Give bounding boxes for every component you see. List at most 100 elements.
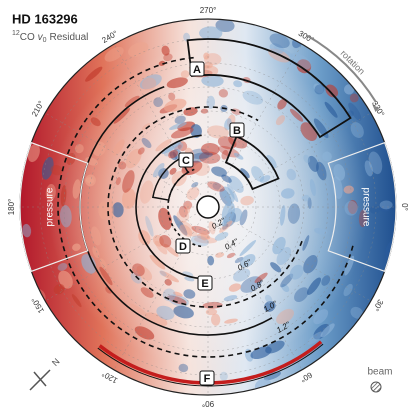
map-texture bbox=[215, 252, 225, 258]
rotation-arrow bbox=[306, 34, 377, 103]
map-texture bbox=[173, 215, 188, 236]
ring-arc bbox=[57, 56, 354, 358]
map-texture bbox=[369, 205, 380, 214]
region-label: C bbox=[182, 155, 190, 167]
map-texture bbox=[348, 102, 362, 121]
region-label-box bbox=[229, 122, 245, 138]
angle-label: 90° bbox=[202, 399, 214, 408]
north-label: N bbox=[50, 356, 62, 368]
map-texture bbox=[193, 236, 218, 244]
map-texture bbox=[136, 265, 153, 281]
grid-spoke bbox=[45, 213, 197, 302]
map-texture bbox=[221, 201, 235, 224]
map-texture bbox=[277, 98, 287, 110]
map-texture bbox=[179, 224, 193, 237]
map-texture bbox=[141, 137, 152, 148]
map-texture bbox=[314, 227, 328, 235]
map-texture bbox=[309, 178, 316, 197]
map-texture bbox=[266, 155, 277, 169]
map-texture bbox=[264, 301, 276, 312]
map-texture bbox=[269, 33, 290, 49]
ring-arc bbox=[135, 134, 202, 280]
map-texture bbox=[132, 263, 145, 277]
map-texture bbox=[281, 283, 290, 293]
map-texture bbox=[223, 295, 238, 302]
map-texture bbox=[178, 363, 189, 373]
map-texture bbox=[122, 188, 136, 209]
map-texture bbox=[363, 202, 368, 212]
sector-box bbox=[186, 38, 352, 139]
region-label-box bbox=[178, 152, 194, 168]
map-texture bbox=[265, 340, 285, 354]
star-mask bbox=[196, 195, 220, 219]
map-texture bbox=[104, 46, 124, 62]
pressure-label: pressure bbox=[45, 187, 56, 226]
map-texture bbox=[142, 123, 151, 130]
pressure-box bbox=[327, 141, 397, 273]
map-texture bbox=[159, 270, 167, 277]
map-texture bbox=[286, 168, 297, 181]
map-texture bbox=[240, 195, 254, 206]
map-texture bbox=[72, 179, 81, 199]
map-texture bbox=[168, 92, 176, 101]
grid-spoke bbox=[219, 213, 371, 302]
map-texture bbox=[221, 220, 227, 227]
map-texture bbox=[145, 215, 154, 237]
map-texture bbox=[183, 289, 196, 299]
map-texture bbox=[50, 164, 63, 176]
map-texture bbox=[221, 174, 232, 183]
map-texture bbox=[134, 326, 155, 340]
map-texture bbox=[163, 142, 184, 157]
map-texture bbox=[212, 182, 221, 190]
map-texture bbox=[154, 240, 168, 255]
map-texture bbox=[320, 323, 335, 338]
map-texture bbox=[137, 147, 145, 155]
map-texture bbox=[279, 205, 286, 226]
map-texture bbox=[303, 154, 311, 164]
map-texture bbox=[201, 142, 220, 156]
map-texture bbox=[325, 84, 339, 98]
map-texture bbox=[270, 262, 282, 273]
map-texture bbox=[152, 163, 165, 178]
map-texture bbox=[224, 318, 238, 324]
map-texture bbox=[234, 256, 244, 264]
map-texture bbox=[191, 152, 213, 159]
beam-label: beam bbox=[367, 367, 392, 378]
map-texture bbox=[276, 308, 295, 325]
map-texture bbox=[343, 84, 355, 95]
map-texture bbox=[169, 122, 187, 130]
region-label: F bbox=[204, 373, 211, 385]
map-texture bbox=[169, 167, 177, 175]
map-texture bbox=[180, 70, 190, 79]
map-texture bbox=[53, 284, 65, 295]
map-texture bbox=[343, 185, 354, 194]
grid-spoke bbox=[45, 112, 197, 201]
map-texture bbox=[45, 183, 56, 202]
map-texture bbox=[98, 201, 109, 220]
map-texture bbox=[205, 308, 218, 316]
map-texture bbox=[57, 263, 68, 271]
map-texture bbox=[41, 156, 54, 180]
map-texture bbox=[153, 97, 164, 107]
region-label: B bbox=[233, 125, 241, 137]
sector-box bbox=[224, 135, 280, 191]
region-label-box bbox=[197, 275, 213, 291]
subtitle: 12CO v0 Residual bbox=[12, 30, 88, 44]
map-texture bbox=[227, 207, 233, 218]
map-texture bbox=[289, 53, 311, 70]
map-texture bbox=[125, 148, 142, 169]
map-texture bbox=[344, 200, 358, 216]
map-texture bbox=[294, 287, 309, 303]
map-texture bbox=[219, 220, 233, 233]
map-texture bbox=[112, 202, 124, 218]
map-texture bbox=[190, 124, 202, 138]
map-texture bbox=[343, 283, 353, 297]
beam bbox=[370, 381, 382, 393]
map-texture bbox=[166, 77, 188, 89]
map-texture bbox=[264, 294, 273, 304]
map-texture bbox=[74, 144, 84, 154]
map-texture bbox=[176, 209, 190, 223]
map-texture bbox=[185, 202, 191, 214]
map-texture bbox=[296, 59, 312, 74]
map-texture bbox=[200, 108, 209, 114]
